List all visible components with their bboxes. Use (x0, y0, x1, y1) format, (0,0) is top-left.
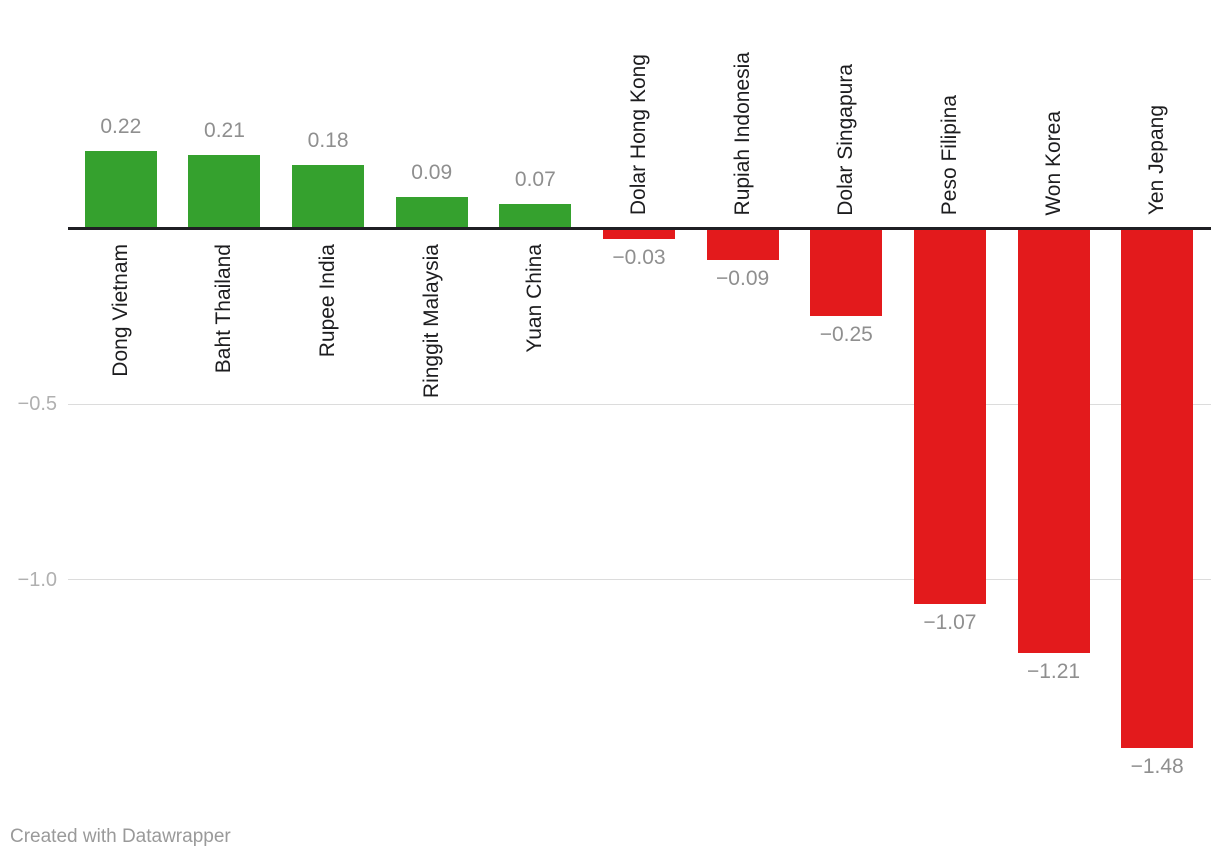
value-label-yuan-china: 0.07 (514, 167, 556, 191)
category-label-baht-thailand: Baht Thailand (212, 243, 236, 373)
bar-ringgit-malaysia[interactable] (395, 196, 468, 229)
bar-dolar-hong-kong[interactable] (603, 228, 675, 240)
category-label-dolar-singapura: Dolar Singapura (834, 63, 858, 216)
value-label-dolar-hong-kong: −0.03 (612, 246, 666, 270)
value-label-peso-filipina: −1.07 (923, 611, 977, 635)
category-label-won-korea: Won Korea (1041, 110, 1065, 216)
category-label-yen-jepang: Yen Jepang (1145, 105, 1169, 216)
value-label-rupee-india: 0.18 (307, 129, 349, 153)
category-label-ringgit-malaysia: Ringgit Malaysia (419, 243, 443, 398)
value-label-won-korea: −1.21 (1026, 660, 1081, 684)
bar-baht-thailand[interactable] (188, 154, 261, 229)
bar-yuan-china[interactable] (499, 203, 572, 229)
value-label-dolar-singapura: −0.25 (819, 323, 873, 347)
bar-won-korea[interactable] (1017, 228, 1090, 654)
datawrapper-credit-link[interactable]: Created with Datawrapper (10, 826, 231, 847)
category-label-rupee-india: Rupee India (316, 243, 340, 357)
y-tick-label: −1.0 (17, 568, 57, 591)
y-gridline (68, 579, 1211, 580)
category-label-peso-filipina: Peso Filipina (937, 95, 961, 216)
bar-yen-jepang[interactable] (1121, 228, 1194, 748)
value-label-yen-jepang: −1.48 (1130, 754, 1184, 778)
category-label-yuan-china: Yuan China (523, 243, 547, 353)
bar-dong-vietnam[interactable] (84, 151, 157, 229)
value-label-rupiah-indonesia: −0.09 (716, 267, 770, 291)
value-label-ringgit-malaysia: 0.09 (411, 160, 453, 184)
bar-rupee-india[interactable] (292, 165, 365, 229)
bar-dolar-singapura[interactable] (810, 228, 883, 317)
category-label-rupiah-indonesia: Rupiah Indonesia (730, 52, 754, 216)
category-label-dolar-hong-kong: Dolar Hong Kong (627, 54, 650, 216)
bar-peso-filipina[interactable] (913, 228, 986, 605)
bar-rupiah-indonesia[interactable] (706, 228, 779, 261)
y-tick-label: −0.5 (17, 393, 57, 415)
y-gridline (68, 403, 1211, 405)
value-label-baht-thailand: 0.21 (204, 118, 245, 142)
category-label-dong-vietnam: Dong Vietnam (108, 243, 132, 377)
value-label-dong-vietnam: 0.22 (100, 115, 142, 139)
x-axis-line (68, 227, 1211, 230)
